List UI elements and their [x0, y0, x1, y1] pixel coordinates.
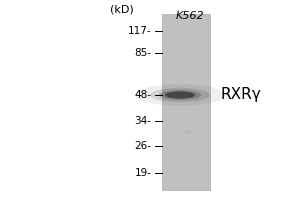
- Text: 19-: 19-: [134, 168, 152, 178]
- Ellipse shape: [150, 88, 210, 102]
- Bar: [162, 14, 210, 190]
- Ellipse shape: [165, 91, 195, 99]
- Text: 85-: 85-: [134, 48, 152, 58]
- Text: (kD): (kD): [110, 4, 134, 14]
- Text: 117-: 117-: [128, 26, 152, 36]
- Text: 48-: 48-: [134, 90, 152, 100]
- Text: K562: K562: [176, 11, 205, 21]
- Text: 34-: 34-: [134, 116, 152, 126]
- Ellipse shape: [184, 130, 191, 134]
- Ellipse shape: [159, 90, 201, 100]
- Text: 26-: 26-: [134, 141, 152, 151]
- Text: RXRγ: RXRγ: [220, 88, 261, 102]
- Ellipse shape: [135, 84, 225, 106]
